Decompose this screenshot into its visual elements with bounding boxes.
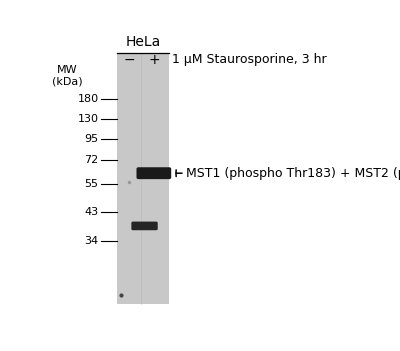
Text: 180: 180 bbox=[78, 94, 99, 104]
FancyBboxPatch shape bbox=[136, 167, 171, 179]
Text: 34: 34 bbox=[84, 236, 99, 246]
Text: −: − bbox=[123, 53, 135, 67]
Bar bbox=[117, 53, 169, 304]
Text: +: + bbox=[148, 53, 160, 67]
Text: HeLa: HeLa bbox=[125, 35, 161, 49]
Text: MW: MW bbox=[57, 65, 77, 74]
Text: 95: 95 bbox=[84, 134, 99, 144]
Text: MST1 (phospho Thr183) + MST2 (phospho Thr180): MST1 (phospho Thr183) + MST2 (phospho Th… bbox=[186, 167, 400, 180]
Text: 130: 130 bbox=[78, 114, 99, 124]
Text: (kDa): (kDa) bbox=[52, 77, 82, 87]
Text: 1 μM Staurosporine, 3 hr: 1 μM Staurosporine, 3 hr bbox=[172, 53, 327, 66]
Text: 55: 55 bbox=[85, 179, 99, 189]
FancyBboxPatch shape bbox=[131, 221, 158, 230]
Text: 43: 43 bbox=[84, 207, 99, 217]
Text: 72: 72 bbox=[84, 155, 99, 165]
